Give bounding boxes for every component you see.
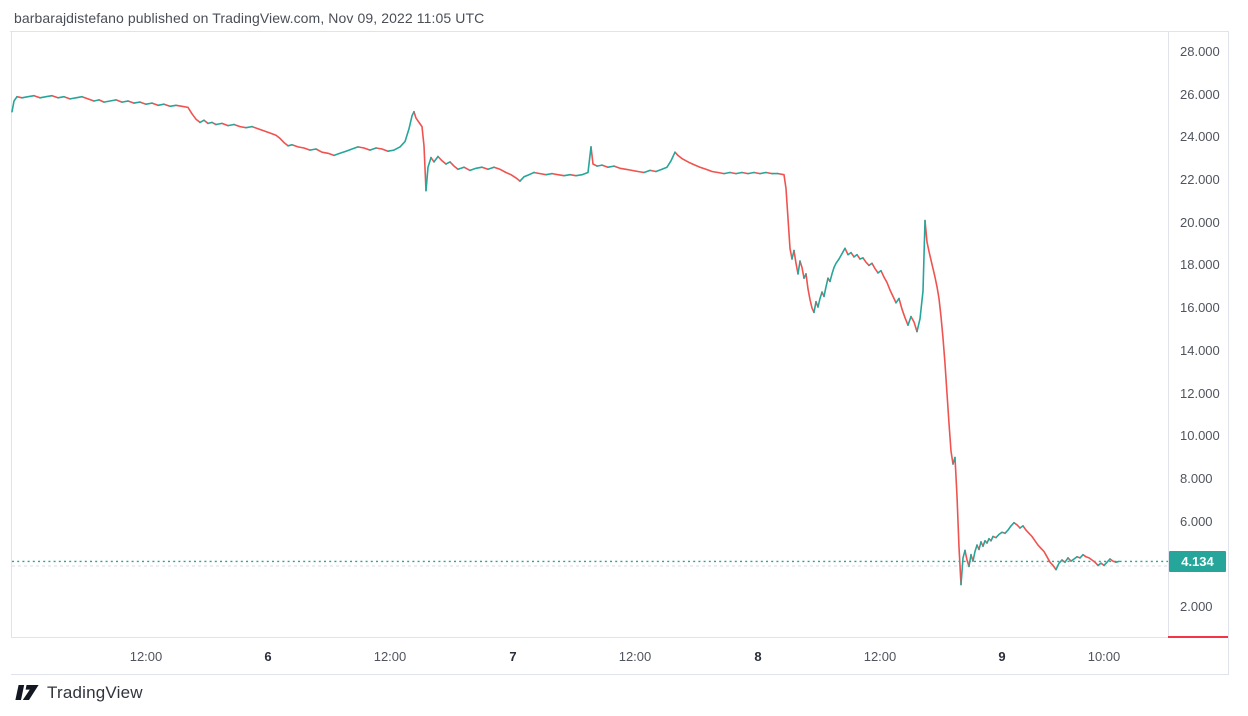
time-axis-label: 12:00: [863, 649, 897, 664]
attribution-text: barbarajdistefano published on TradingVi…: [14, 10, 485, 26]
series-up-path: [11, 94, 1120, 586]
time-axis-label: 12:00: [373, 649, 407, 664]
plot-border-top: [10, 31, 1228, 32]
series-down-path: [16, 94, 1117, 586]
price-axis-label: 10.000: [1180, 428, 1220, 444]
time-axis[interactable]: 12:00 6 12:00 7 12:00 8 12:00 9 10:00: [12, 638, 1168, 674]
last-price-badge: 4.134: [1169, 550, 1226, 572]
price-axis-label: 2.000: [1180, 599, 1213, 614]
time-axis-label: 6: [264, 649, 272, 664]
price-axis-label: 22.000: [1180, 172, 1220, 187]
time-axis-label: 7: [509, 649, 517, 664]
price-axis[interactable]: 4.134 28.000 26.000 24.000 22.000 20.000 18.0…: [1169, 32, 1228, 637]
price-axis-red-underline: [1168, 636, 1228, 638]
tradingview-wordmark: TradingView: [47, 683, 143, 702]
price-axis-separator: [1168, 31, 1169, 637]
plot-border-right: [1228, 31, 1229, 675]
price-axis-label: 8.000: [1180, 470, 1213, 486]
price-axis-label: 24.000: [1180, 129, 1220, 145]
time-axis-label: 10:00: [1087, 649, 1121, 664]
plot-border-bottom: [11, 637, 1168, 638]
price-axis-label: 20.000: [1180, 214, 1220, 230]
price-axis-label: 28.000: [1180, 43, 1220, 59]
price-axis-label: 26.000: [1180, 86, 1220, 102]
price-axis-label: 14.000: [1180, 342, 1220, 358]
time-axis-label: 8: [754, 649, 762, 664]
price-axis-label: 16.000: [1180, 300, 1220, 316]
price-axis-label: 12.000: [1180, 385, 1220, 401]
time-axis-label: 12:00: [129, 649, 163, 664]
tradingview-logo-icon: [15, 685, 39, 700]
price-axis-label: 18.000: [1180, 257, 1220, 273]
time-axis-label: 12:00: [618, 649, 652, 664]
tradingview-logo-link[interactable]: TradingView: [14, 683, 143, 703]
plot-border-left: [11, 31, 12, 637]
time-axis-label: 9: [998, 649, 1006, 664]
time-axis-border-bottom: [11, 674, 1229, 675]
price-axis-label: 6.000: [1180, 513, 1213, 529]
